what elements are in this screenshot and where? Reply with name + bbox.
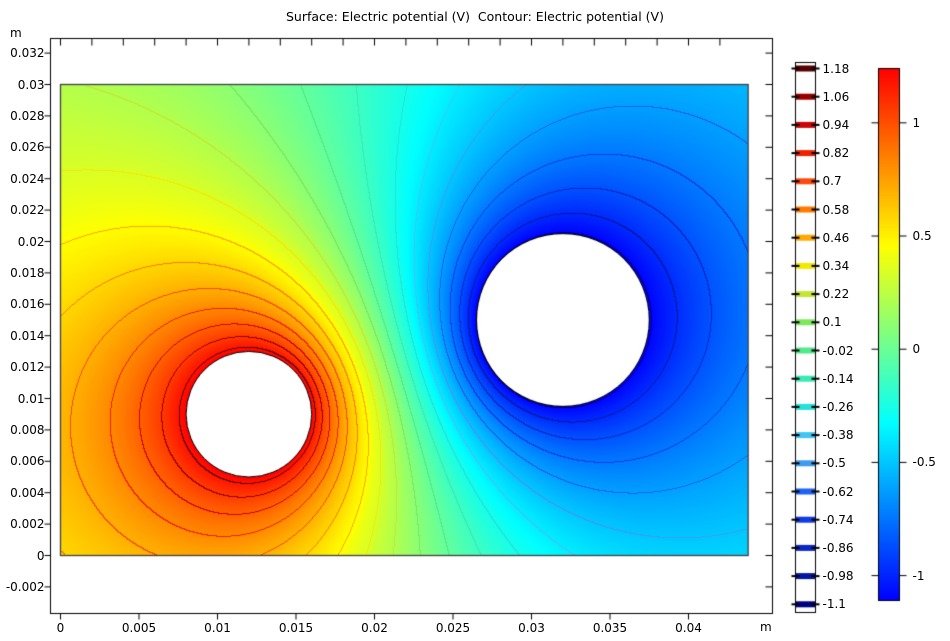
y-tick-label: 0.01: [17, 391, 45, 406]
x-axis-unit-label: m: [760, 620, 772, 634]
y-tick-label: 0.018: [10, 265, 45, 280]
x-tick-label: 0.025: [435, 620, 471, 635]
contour-level-label: -0.74: [822, 512, 854, 527]
y-tick-label: 0.032: [10, 46, 45, 61]
contour-level-label: 0.1: [822, 315, 842, 330]
y-tick-label: 0.014: [10, 328, 45, 343]
y-tick-label: -0.002: [5, 579, 45, 594]
y-tick-label: 0.004: [10, 485, 45, 500]
y-axis-unit-label: m: [10, 26, 22, 40]
contour-level-label: -0.86: [822, 540, 854, 555]
contour-level-label: -0.38: [822, 428, 854, 443]
colorbar-tick-label: -0.5: [912, 455, 936, 470]
contour-level-label: -0.02: [822, 343, 854, 358]
contour-level-label: -1.1: [822, 597, 846, 612]
x-tick-label: 0.015: [278, 620, 314, 635]
contour-level-label: 1.06: [822, 89, 850, 104]
x-tick-label: 0.035: [592, 620, 628, 635]
x-tick-label: 0.02: [361, 620, 388, 635]
contour-level-label: 0.46: [822, 230, 850, 245]
contour-level-label: -0.62: [822, 484, 854, 499]
x-tick-label: 0: [56, 620, 65, 635]
contour-level-label: 0.7: [822, 174, 842, 189]
colorbar-tick-label: -1: [912, 568, 925, 583]
y-tick-label: 0.026: [10, 140, 45, 155]
contour-level-label: 0.34: [822, 258, 850, 273]
y-tick-label: 0.03: [17, 77, 45, 92]
colorbar-tick-label: 0.5: [912, 229, 932, 244]
contour-level-label: 0.82: [822, 146, 850, 161]
y-tick-label: 0.016: [10, 297, 45, 312]
contour-level-label: 0.58: [822, 202, 850, 217]
contour-level-label: 0.94: [822, 117, 850, 132]
contour-level-label: 1.18: [822, 61, 850, 76]
x-tick-label: 0.04: [675, 620, 702, 635]
y-tick-label: 0.024: [10, 171, 45, 186]
y-tick-label: 0.002: [10, 517, 45, 532]
contour-level-label: -0.98: [822, 569, 854, 584]
y-tick-label: 0.02: [17, 234, 45, 249]
y-tick-label: 0.028: [10, 108, 45, 123]
plot-title: Surface: Electric potential (V) Contour:…: [286, 9, 664, 24]
x-tick-label: 0.01: [204, 620, 231, 635]
contour-level-label: -0.14: [822, 371, 854, 386]
contour-level-label: -0.26: [822, 399, 854, 414]
x-tick-label: 0.03: [518, 620, 545, 635]
y-tick-label: 0.022: [10, 203, 45, 218]
y-tick-label: 0.012: [10, 360, 45, 375]
y-tick-label: 0.006: [10, 454, 45, 469]
contour-level-label: 0.22: [822, 287, 850, 302]
colorbar-tick-label: 0: [912, 342, 921, 357]
x-tick-label: 0.005: [121, 620, 157, 635]
colorbar-tick-label: 1: [912, 115, 921, 130]
y-tick-label: 0: [36, 548, 45, 563]
contour-level-label: -0.5: [822, 456, 846, 471]
y-tick-label: 0.008: [10, 422, 45, 437]
